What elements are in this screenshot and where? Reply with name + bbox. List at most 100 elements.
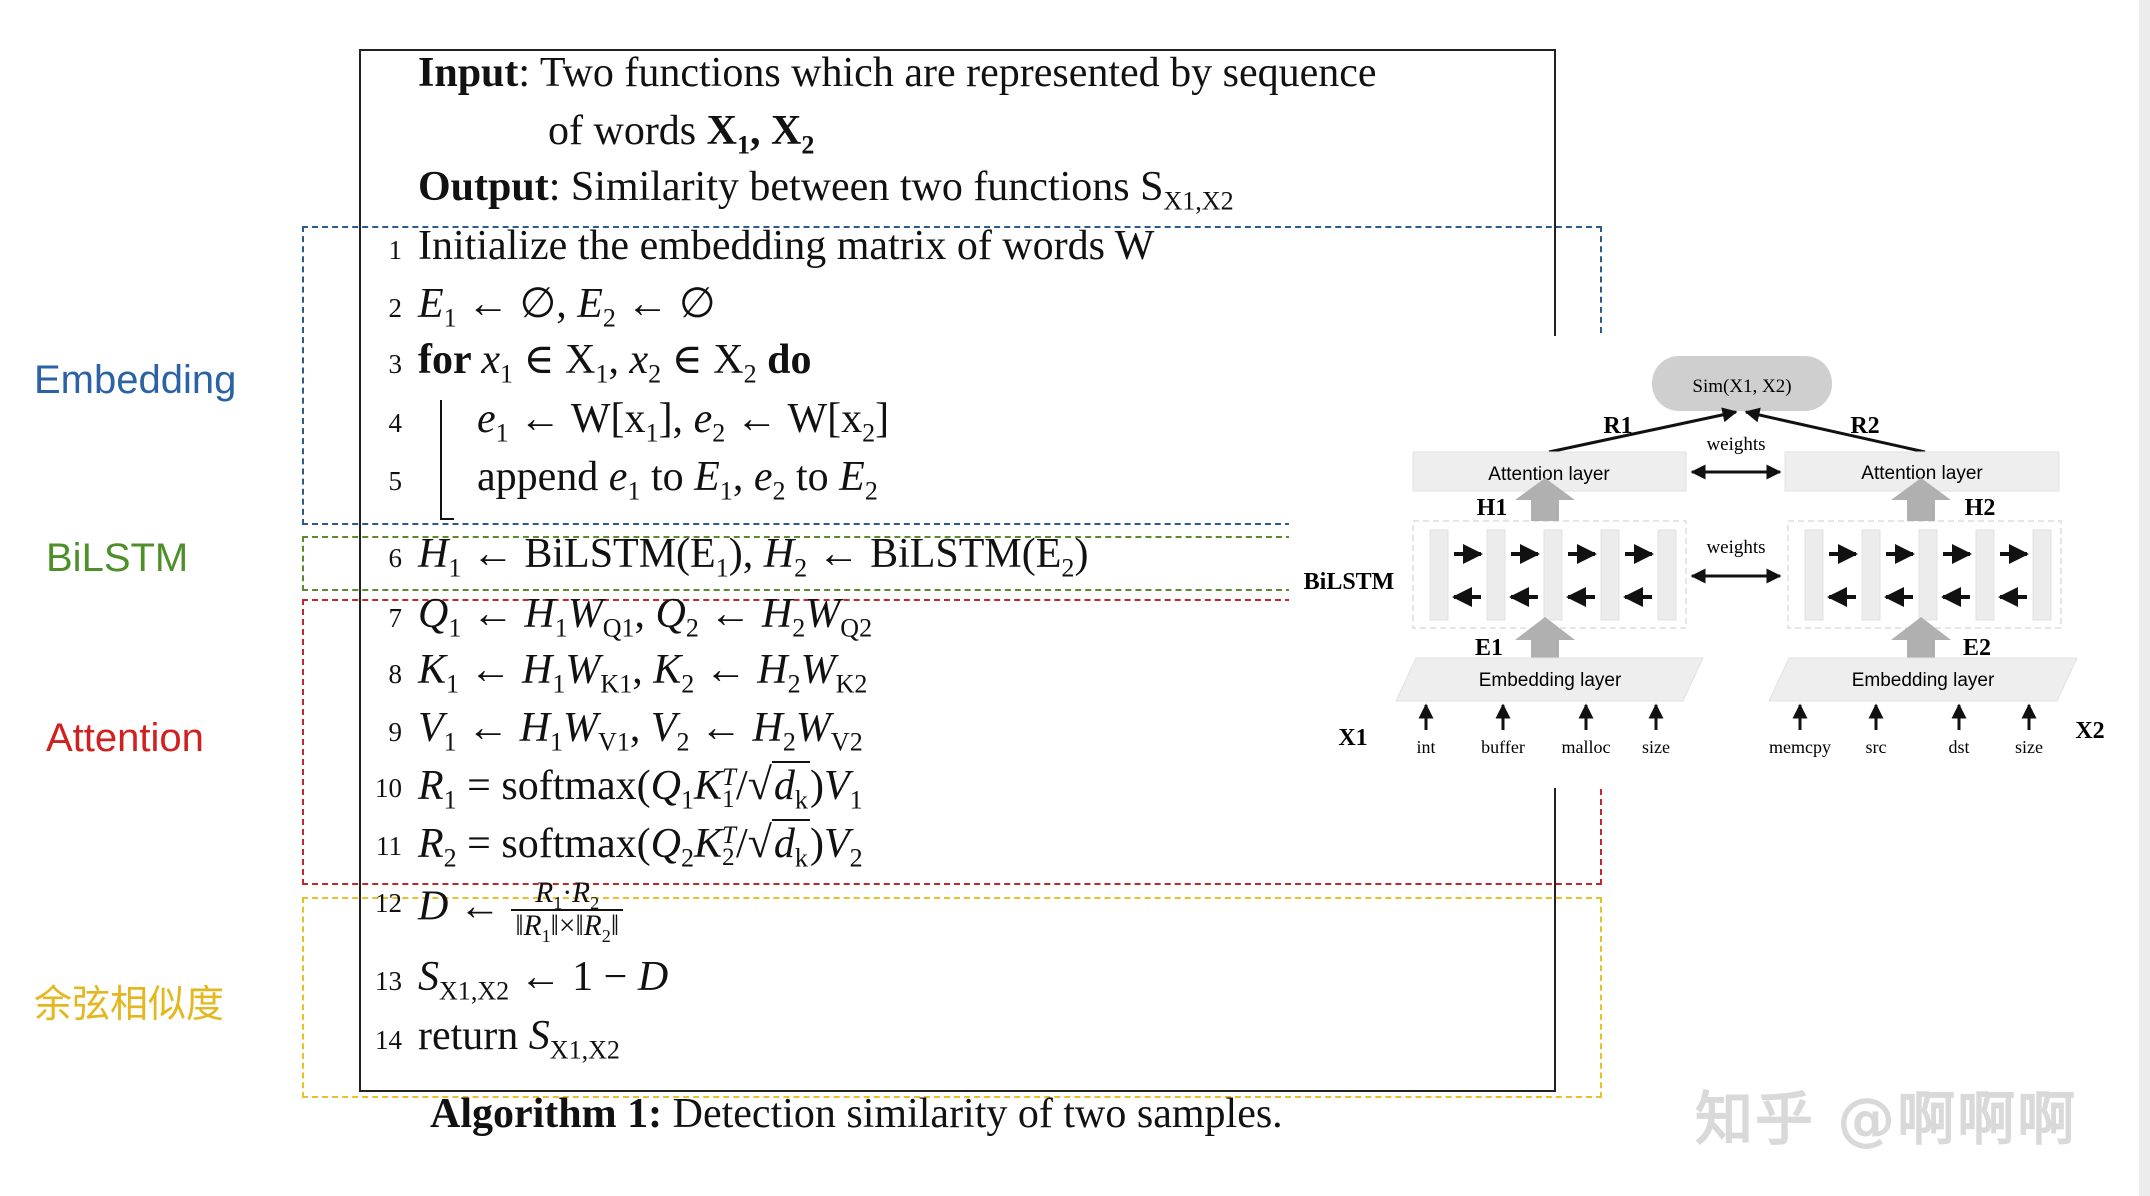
line-number: 8 <box>388 659 403 689</box>
math-variable: H <box>757 647 788 693</box>
math-text: : Two functions which are represented by… <box>518 50 1377 96</box>
math-variable: V <box>823 821 850 867</box>
h1-arrow <box>1515 478 1575 521</box>
algorithm-line: 1 Initialize the embedding matrix of word… <box>389 225 1155 267</box>
algorithm-caption: Algorithm 1: Detection similarity of two… <box>430 1090 1283 1138</box>
input-word: buffer <box>1481 737 1525 757</box>
attention-layer-left-label: Attention layer <box>1488 464 1610 485</box>
e1-label: E1 <box>1475 635 1503 661</box>
subscript: 1 <box>627 476 641 506</box>
caption-label: Algorithm 1: <box>430 1091 663 1137</box>
line-number: 11 <box>376 831 402 861</box>
r1-label: R1 <box>1603 413 1632 439</box>
line-number: 7 <box>388 603 403 633</box>
subscript: 1 <box>448 553 462 583</box>
algorithm-line: 5 append e1 to E1, e2 to E2 <box>389 454 878 504</box>
algorithm-header-line: Output: Similarity between two functions… <box>418 164 1234 214</box>
subscript: 1 <box>849 785 863 815</box>
subscript: 2 <box>681 843 695 873</box>
math-variable: K <box>418 647 447 693</box>
input-word: malloc <box>1562 737 1611 757</box>
math-text: , <box>608 337 630 383</box>
math-text: / <box>736 763 748 809</box>
line-number: 9 <box>388 717 403 747</box>
lstm-cell <box>1918 529 1938 621</box>
math-variable: V <box>418 705 444 751</box>
zhihu-watermark: 知乎 @啊啊啊 <box>1695 1085 2078 1153</box>
subscript: 2 <box>772 476 786 506</box>
math-variable: R <box>418 763 444 809</box>
math-variable: e <box>693 396 713 442</box>
weights-label-mid: weights <box>1706 537 1765 558</box>
lstm-cell <box>1600 529 1620 621</box>
subscript: 1 <box>553 892 563 913</box>
sqrt-body: dk <box>771 761 810 813</box>
lstm-cell <box>1975 529 1995 621</box>
subscript: 2 <box>676 727 690 757</box>
math-variable: K <box>694 763 723 809</box>
algorithm-line: 14 return SX1,X2 <box>375 1015 620 1063</box>
math-variable: H <box>752 705 783 751</box>
caption-text: Detection similarity of two samples. <box>662 1091 1283 1137</box>
attention-label: Attention <box>46 716 204 760</box>
subscript: 1 <box>681 785 695 815</box>
subscript: 2 <box>794 553 808 583</box>
algorithm-line: 2 E1 ← ∅, E2 ← ∅ <box>389 283 716 331</box>
line-number: 4 <box>388 408 403 438</box>
math-variable: d <box>773 763 795 809</box>
subscript: k <box>794 843 808 873</box>
embedding-layer-left-label: Embedding layer <box>1479 670 1622 691</box>
math-text: ] <box>875 396 890 442</box>
math-text: ← W[x <box>725 396 863 442</box>
subscript: Q1 <box>602 613 635 643</box>
subscript: 2 <box>743 359 757 389</box>
input-word: dst <box>1948 737 1969 757</box>
sqrt-sign: √ <box>747 760 772 809</box>
cosine-section-box <box>302 897 1602 1098</box>
math-variable: H <box>761 591 793 637</box>
e2-arrow <box>1891 617 1951 658</box>
algorithm-line: 4 e1 ← W[x1], e2 ← W[x2] <box>389 396 890 446</box>
math-text: ← <box>456 705 520 751</box>
embedding-layer-left <box>1395 657 1704 702</box>
subscript: 1 <box>719 476 733 506</box>
math-variable: W <box>800 647 836 693</box>
math-text: / <box>736 821 748 867</box>
lstm-cell <box>1861 529 1881 621</box>
math-text: , <box>634 591 656 637</box>
keyword: X <box>706 108 737 154</box>
math-text: ← BiLSTM(E <box>461 531 716 577</box>
subscript: 2 <box>787 669 801 699</box>
math-text: of words <box>548 108 707 154</box>
subscript: 2 <box>864 476 878 506</box>
subscript: X1,X2 <box>1163 186 1234 216</box>
fraction: R1·R2 ‖R1‖×‖R2‖ <box>511 877 624 945</box>
math-variable: D <box>418 883 449 930</box>
weights-label-top: weights <box>1706 434 1765 455</box>
subscript: K1 <box>600 669 633 699</box>
attention-layer-right-label: Attention layer <box>1861 463 1983 484</box>
math-variable: W <box>563 705 599 751</box>
line-number: 10 <box>375 773 402 803</box>
subscript: 2 <box>722 844 735 872</box>
line-number: 2 <box>388 293 403 323</box>
math-variable: e <box>753 454 773 500</box>
subscript: 2 <box>601 925 611 946</box>
subscript: 1 <box>552 669 566 699</box>
algorithm-line: 7 Q1 ← H1WQ1, Q2 ← H2WQ2 <box>389 591 873 641</box>
r2-label: R2 <box>1850 413 1879 439</box>
subscript: 1 <box>595 359 609 389</box>
lstm-cell <box>1543 529 1563 621</box>
subscript: 2 <box>602 303 616 333</box>
algorithm-line: 11 R2 = softmax(Q2K T 2/√dk)V2 <box>376 819 863 873</box>
math-variable: H <box>524 591 555 637</box>
math-variable: R <box>535 877 554 909</box>
subscript: 1 <box>443 785 457 815</box>
subscript: 2 <box>681 669 695 699</box>
keyword: Output <box>418 164 549 210</box>
math-text: ], <box>658 396 694 442</box>
math-text: ‖ <box>610 909 620 942</box>
math-variable: W <box>567 591 603 637</box>
math-text: ← <box>698 591 762 637</box>
